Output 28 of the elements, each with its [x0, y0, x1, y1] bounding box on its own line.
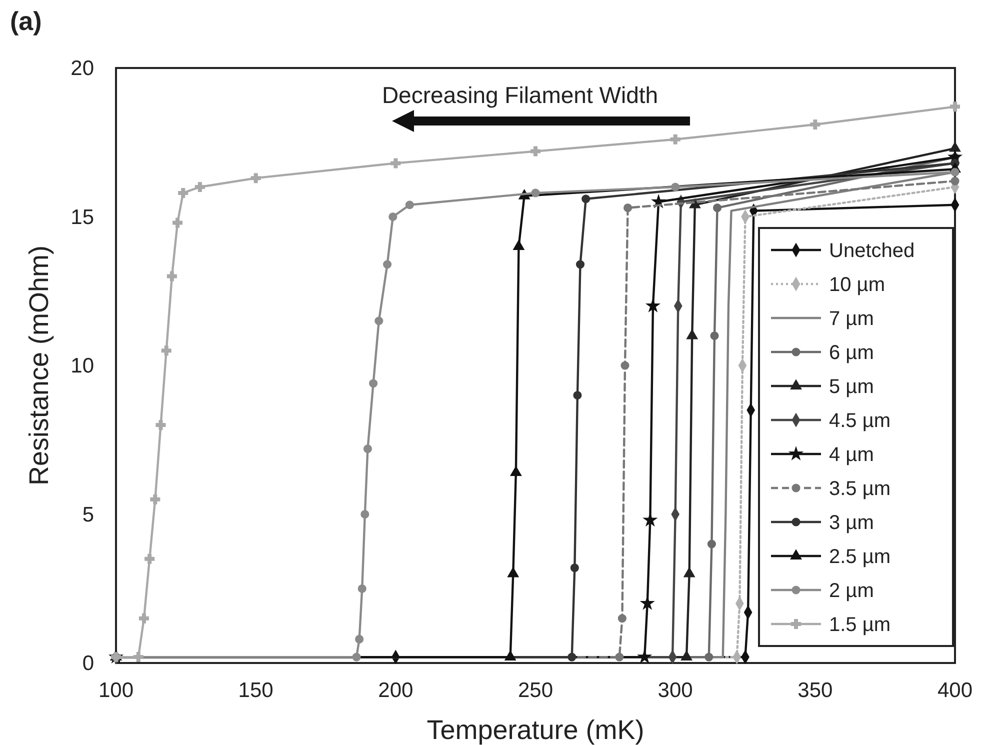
legend-label: 1.5 µm [829, 614, 891, 636]
x-tick-label: 200 [378, 679, 414, 702]
legend-label: 4.5 µm [829, 410, 891, 432]
legend-label: 3 µm [829, 512, 874, 534]
legend-label: Unetched [829, 240, 915, 262]
x-tick-label: 350 [798, 679, 833, 702]
legend-label: 3.5 µm [829, 478, 891, 500]
legend-label: 4 µm [829, 444, 874, 466]
x-tick-label: 300 [658, 679, 693, 702]
x-axis-title: Temperature (mK) [426, 715, 644, 745]
y-tick-label: 20 [70, 57, 94, 80]
y-tick-label: 0 [82, 652, 94, 675]
legend-label: 5 µm [829, 376, 874, 398]
y-axis-title: Resistance (mOhm) [24, 245, 54, 486]
x-tick-label: 250 [518, 679, 554, 702]
x-tick-label: 100 [98, 679, 134, 702]
y-tick-label: 15 [70, 206, 94, 229]
x-tick-label: 150 [238, 679, 274, 702]
annotation: Decreasing Filament Width [382, 82, 658, 108]
y-tick-label: 5 [82, 503, 94, 526]
text: (a) [10, 6, 42, 36]
legend-label: 2 µm [829, 580, 874, 602]
x-tick-label: 400 [937, 679, 973, 702]
legend-label: 2.5 µm [829, 546, 891, 568]
legend-label: 6 µm [829, 342, 874, 364]
legend-label: 7 µm [829, 308, 874, 330]
legend-label: 10 µm [829, 274, 885, 296]
y-tick-label: 10 [70, 354, 94, 378]
